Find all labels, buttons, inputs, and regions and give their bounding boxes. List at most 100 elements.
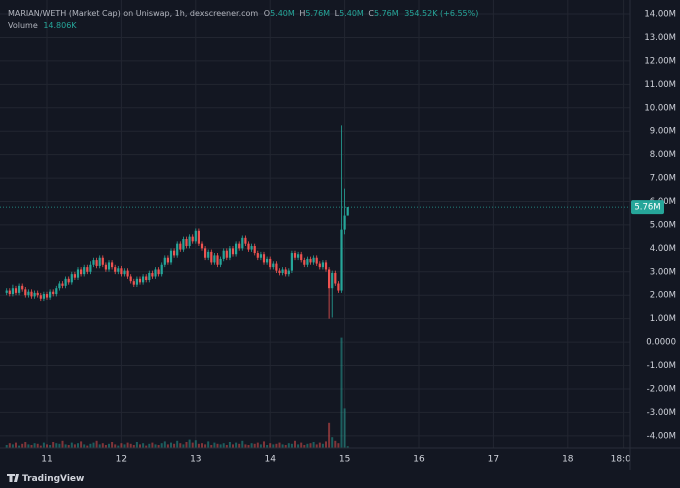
volume-bar xyxy=(201,443,204,448)
candle-body xyxy=(39,295,42,299)
x-tick-label: 12 xyxy=(116,455,127,465)
volume-bar xyxy=(5,445,8,448)
candle-body xyxy=(42,294,45,299)
field-value: 5.40M xyxy=(339,9,364,18)
candle-body xyxy=(200,243,204,249)
volume-bar xyxy=(8,443,11,448)
field-key: O xyxy=(264,9,270,18)
volume-bar xyxy=(145,445,148,448)
volume-bar xyxy=(197,443,200,448)
y-tick-label: 1.00M xyxy=(650,314,676,324)
volume-bar xyxy=(157,445,160,448)
candle-body xyxy=(36,292,39,296)
volume-bar xyxy=(86,445,89,448)
candle-body xyxy=(86,267,89,272)
volume-bar xyxy=(232,444,235,448)
candle-body xyxy=(173,250,176,256)
candle-body xyxy=(5,290,8,293)
candle-body xyxy=(340,229,343,291)
candle-body xyxy=(73,274,76,278)
volume-bar xyxy=(179,443,182,448)
candle-body xyxy=(107,262,111,270)
y-tick-label: 12.00M xyxy=(644,56,676,66)
volume-bar xyxy=(290,443,293,448)
volume-bar xyxy=(33,443,36,448)
candle-body xyxy=(204,248,207,258)
volume-bar xyxy=(151,442,154,448)
x-tick-label: 18 xyxy=(562,455,574,465)
volume-bar xyxy=(135,442,138,448)
volume-bar xyxy=(241,440,244,448)
volume-bar xyxy=(107,443,110,448)
candle-body xyxy=(185,238,188,247)
candle-body xyxy=(21,285,24,290)
x-tick-label: 16 xyxy=(413,455,425,465)
y-tick-label: 2.00M xyxy=(650,291,676,301)
volume-bar xyxy=(111,442,114,448)
candle-body xyxy=(269,258,272,268)
field-value: 5.76M xyxy=(374,9,399,18)
candle-body xyxy=(219,258,222,265)
volume-bar xyxy=(148,443,151,448)
candle-body xyxy=(334,272,337,284)
candle-body xyxy=(160,264,163,275)
candle-body xyxy=(166,257,170,263)
candle-body xyxy=(58,283,61,289)
candle-body xyxy=(297,254,300,258)
volume-bar xyxy=(117,445,120,448)
candle-body xyxy=(318,263,321,268)
volume-bar xyxy=(45,444,48,448)
price-axis xyxy=(630,0,680,470)
volume-bar xyxy=(42,442,45,448)
field-key: C xyxy=(368,9,374,18)
volume-bar xyxy=(163,441,166,448)
plot-area xyxy=(0,0,630,448)
volume-bar xyxy=(284,445,287,448)
candle-body xyxy=(30,291,33,297)
volume-bar xyxy=(18,445,21,448)
volume-bar xyxy=(123,444,126,448)
candle-body xyxy=(300,254,303,261)
candle-body xyxy=(138,278,142,283)
volume-legend: Volume 14.806K xyxy=(8,21,77,30)
candle-body xyxy=(278,270,281,273)
candle-body xyxy=(213,255,216,263)
volume-bar xyxy=(89,443,92,448)
volume-bar xyxy=(213,442,216,448)
volume-bar xyxy=(328,422,331,448)
candle-body xyxy=(231,248,235,255)
y-tick-label: 0.0000 xyxy=(646,338,676,348)
volume-bar xyxy=(321,443,324,448)
candle-body xyxy=(287,270,290,275)
volume-bar xyxy=(132,445,135,448)
candle-body xyxy=(328,269,331,289)
volume-bar xyxy=(315,444,318,448)
volume-bar xyxy=(154,444,157,448)
volume-bar xyxy=(216,443,219,448)
volume-bar xyxy=(244,444,247,448)
volume-bar xyxy=(281,444,284,448)
candle-body xyxy=(315,257,318,264)
y-tick-label: 3.00M xyxy=(650,267,676,277)
volume-bar xyxy=(325,441,328,448)
volume-bar xyxy=(188,439,191,448)
volume-bar xyxy=(312,442,315,448)
volume-bar xyxy=(204,444,207,448)
candle-body xyxy=(253,246,256,254)
volume-bar xyxy=(306,443,309,448)
volume-bar xyxy=(67,445,70,448)
candle-body xyxy=(14,288,18,293)
candle-body xyxy=(272,263,275,268)
volume-bar xyxy=(194,440,197,448)
candle-body xyxy=(303,260,306,265)
candle-body xyxy=(176,243,179,256)
y-tick-label: 13.00M xyxy=(644,33,676,43)
candle-body xyxy=(306,258,309,265)
volume-bar xyxy=(80,441,83,448)
candle-body xyxy=(89,264,92,272)
volume-bar xyxy=(95,440,98,448)
candle-body xyxy=(225,250,228,258)
candle-body xyxy=(55,288,58,295)
